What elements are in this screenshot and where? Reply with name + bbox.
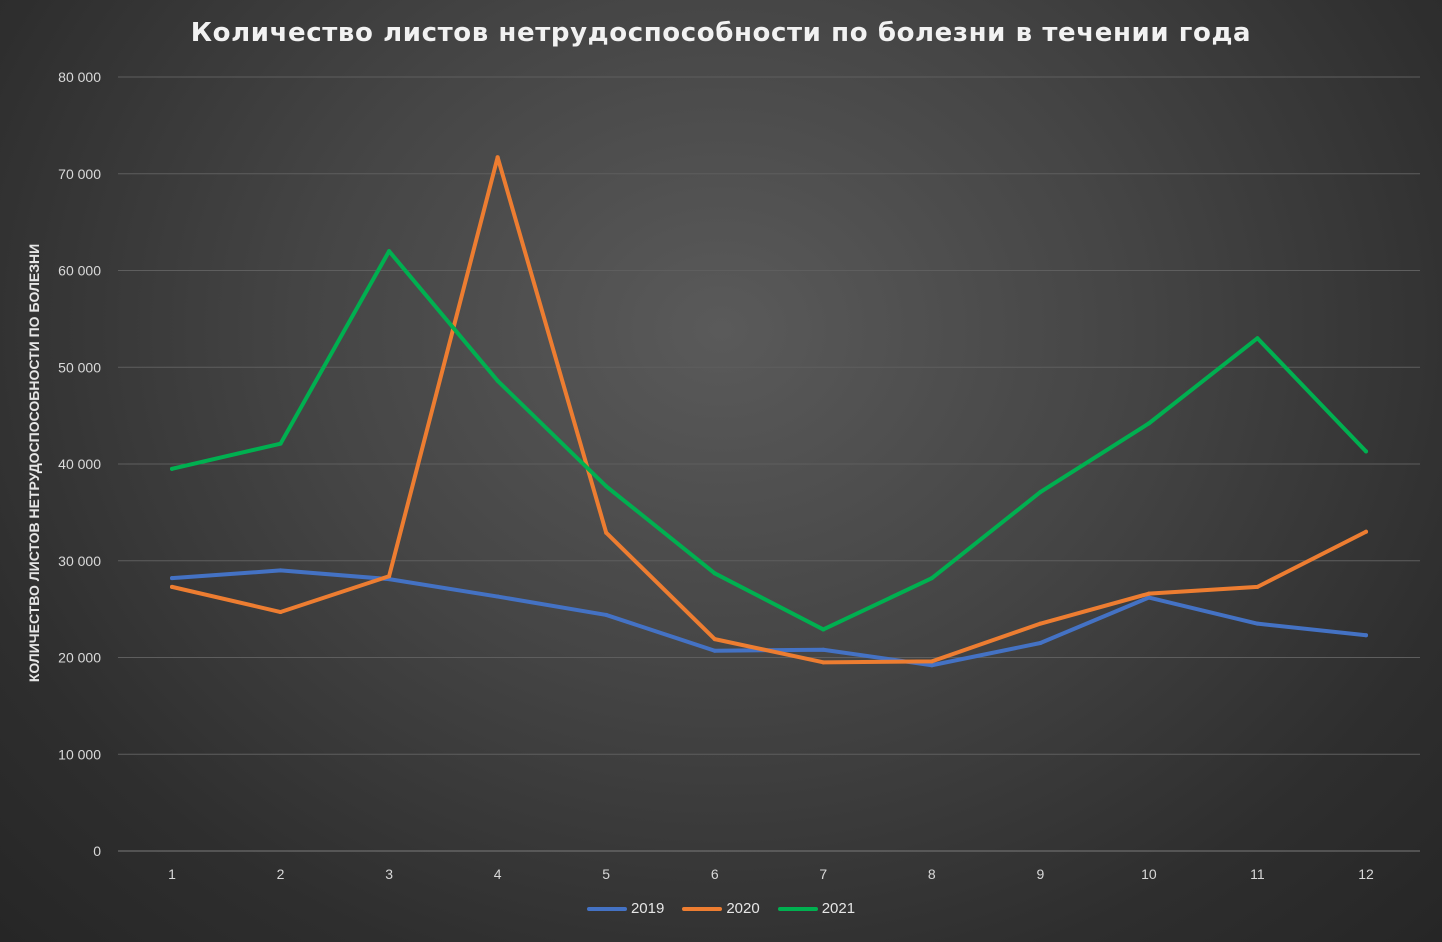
data-point-2019 — [495, 594, 500, 599]
data-point-2021 — [387, 249, 392, 254]
data-point-2020 — [170, 584, 174, 589]
legend-item-2020: 2020 — [682, 900, 760, 917]
data-point-2019 — [604, 612, 609, 617]
data-point-2021 — [1255, 336, 1260, 341]
legend-label: 2020 — [726, 900, 760, 917]
legend-label: 2021 — [821, 900, 856, 917]
series-lines — [170, 155, 1368, 668]
data-point-2021 — [712, 571, 717, 576]
y-tick-label: 50 000 — [58, 359, 101, 375]
y-tick-label: 0 — [93, 843, 101, 859]
data-point-2019 — [712, 648, 717, 653]
legend-item-2019: 2019 — [586, 900, 665, 917]
data-point-2021 — [495, 378, 500, 383]
x-tick-label: 12 — [1358, 866, 1374, 882]
data-point-2019 — [1255, 621, 1260, 626]
data-point-2021 — [1038, 490, 1043, 495]
y-tick-label: 80 000 — [58, 69, 101, 85]
data-point-2020 — [712, 637, 717, 642]
data-point-2021 — [170, 466, 174, 471]
x-tick-label: 11 — [1250, 866, 1265, 882]
data-point-2021 — [604, 484, 609, 489]
y-tick-label: 40 000 — [58, 456, 101, 472]
data-point-2021 — [1146, 421, 1151, 426]
data-point-2020 — [1146, 591, 1151, 596]
y-tick-label: 60 000 — [58, 263, 101, 279]
data-point-2020 — [821, 660, 826, 665]
y-tick-label: 10 000 — [58, 746, 101, 762]
x-tick-label: 8 — [928, 866, 936, 882]
legend-label: 2019 — [630, 900, 665, 917]
data-point-2020 — [604, 530, 609, 535]
data-point-2019 — [1364, 633, 1368, 638]
x-tick-label: 9 — [1036, 866, 1044, 882]
data-point-2020 — [495, 155, 500, 160]
x-tick-label: 4 — [494, 866, 502, 882]
legend-swatch — [777, 906, 818, 911]
x-tick-label: 10 — [1141, 866, 1157, 882]
x-tick-label: 5 — [602, 866, 610, 882]
data-point-2021 — [278, 441, 283, 446]
legend-swatch — [682, 906, 723, 911]
data-point-2021 — [929, 576, 934, 581]
data-point-2020 — [1364, 529, 1368, 534]
data-point-2019 — [1038, 640, 1043, 645]
y-axis: 0 10 000 20 000 30 000 40 000 50 000 60 000 70 … — [58, 69, 101, 859]
x-tick-label: 1 — [168, 866, 176, 882]
data-point-2021 — [821, 627, 826, 632]
gridlines — [118, 76, 1420, 852]
y-tick-label: 20 000 — [58, 650, 101, 666]
data-point-2020 — [929, 659, 934, 664]
x-tick-label: 7 — [819, 866, 827, 882]
series-line-2020 — [170, 155, 1368, 665]
x-axis: 1 2 3 4 5 6 7 8 9 10 11 12 — [168, 866, 1374, 882]
y-tick-label: 70 000 — [58, 166, 101, 182]
data-point-2019 — [170, 576, 174, 581]
y-tick-label: 30 000 — [58, 553, 101, 569]
data-point-2020 — [278, 610, 283, 615]
data-point-2020 — [1038, 621, 1043, 626]
data-point-2020 — [1255, 584, 1260, 589]
data-point-2019 — [929, 663, 934, 668]
legend: 2019 2020 2021 — [0, 900, 1442, 917]
series-line-2021 — [170, 249, 1368, 632]
chart-title: Количество листов нетрудоспособности по … — [190, 18, 1252, 48]
x-tick-label: 6 — [711, 866, 719, 882]
data-point-2019 — [821, 647, 826, 652]
data-point-2021 — [1364, 449, 1368, 454]
x-tick-label: 3 — [385, 866, 393, 882]
x-tick-label: 2 — [277, 866, 285, 882]
legend-item-2021: 2021 — [777, 900, 856, 917]
data-point-2020 — [387, 574, 392, 579]
data-point-2019 — [1146, 595, 1151, 600]
legend-swatch — [586, 906, 627, 911]
data-point-2019 — [278, 568, 283, 573]
